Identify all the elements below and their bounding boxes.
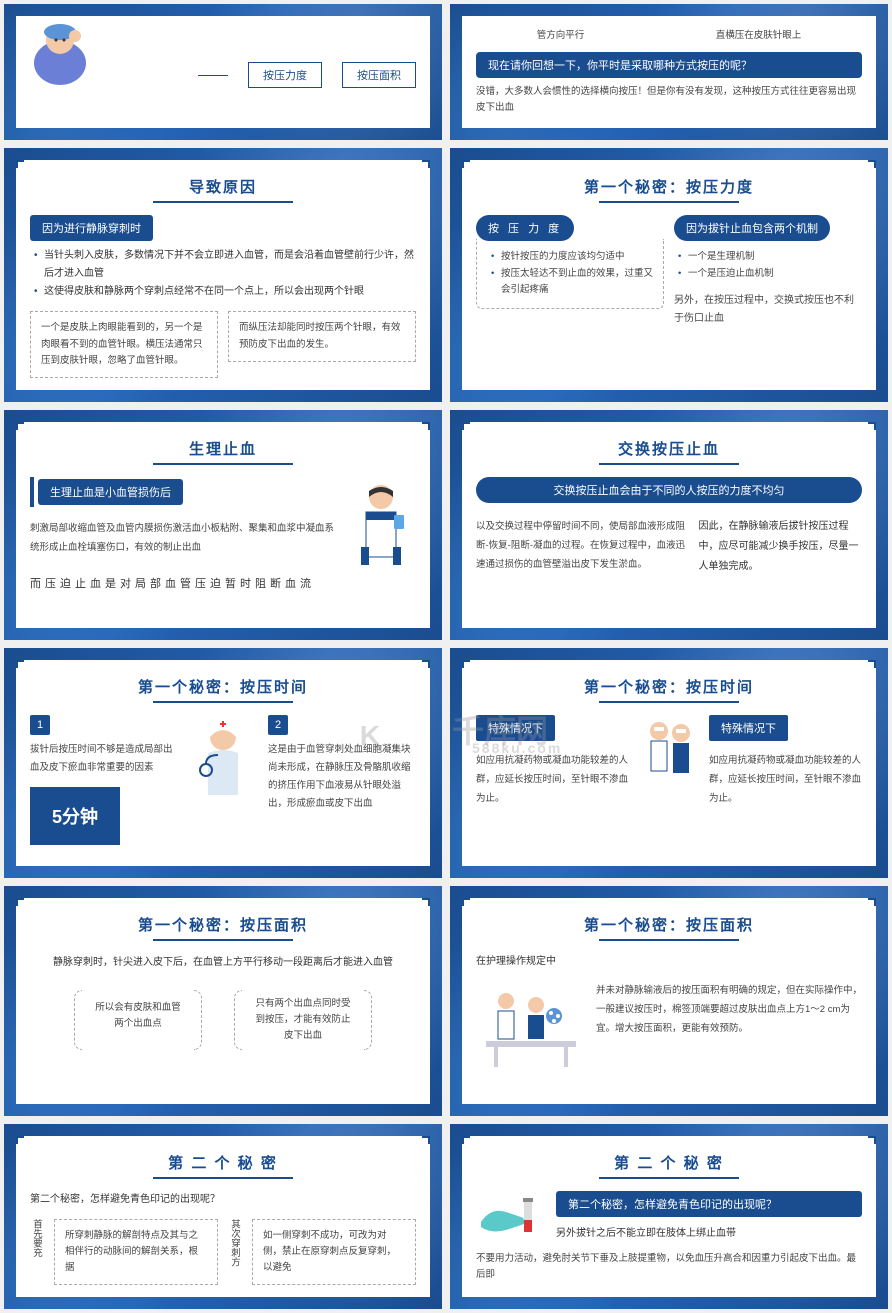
t1: 如应用抗凝药物或凝血功能较差的人群，应延长按压时间，至针眼不渗血为止。	[476, 751, 629, 808]
q: 第二个秘密，怎样避免青色印记的出现呢？	[30, 1191, 416, 1209]
btn-area: 按压面积	[342, 62, 416, 88]
box1: 一个是皮肤上肉眼能看到的，另一个是肉眼看不到的血管针眼。横压法通常只压到皮肤针眼…	[30, 311, 218, 377]
badge: 第二个秘密，怎样避免青色印记的出现呢？	[556, 1191, 862, 1217]
sub: 在护理操作规定中	[476, 953, 862, 971]
lab-icon	[476, 981, 586, 1071]
badge1: 按 压 力 度	[476, 215, 574, 241]
note: 因此，在静脉输液后拔针按压过程中，应尽可能减少换手按压，尽量一人单独完成。	[699, 517, 862, 577]
slide-physio: 生理止血 生理止血是小血管损伤后 刺激局部收缩血管及血管内膜损伤激活血小板粘附、…	[4, 410, 442, 640]
b2: 这使得皮肤和静脉两个穿刺点经常不在同一个点上，所以会出现两个针眼	[30, 283, 416, 301]
badge2: 特殊情况下	[709, 715, 788, 741]
text: 刺激局部收缩血管及血管内膜损伤激活血小板粘附、聚集和血浆中凝血系统形成止血栓填塞…	[30, 519, 336, 557]
b1: 当针头刺入皮肤，多数情况下并不会立即进入血管，而是会沿着血管壁前行少许，然后才进…	[30, 247, 416, 283]
p2: 一个是压迫止血机制	[674, 266, 862, 282]
l2: 其次穿刺方	[228, 1219, 242, 1285]
slide-time-1: 第一个秘密：按压时间 K 1 拔针后按压时间不够是造成局部出血及皮下瘀血非常重要…	[4, 648, 442, 878]
slide-exchange: 交换按压止血 交换按压止血会由于不同的人按压的力度不均匀 以及交换过程中停留时间…	[450, 410, 888, 640]
t2: 如一侧穿刺不成功，可改为对侧，禁止在原穿刺点反复穿刺，以避免	[252, 1219, 416, 1285]
l1: 首先要充	[30, 1219, 44, 1285]
slide-force: 第一个秘密：按压力度 按 压 力 度 按针按压的力度应该均匀适中 按压太轻达不到…	[450, 148, 888, 401]
bigbox: 5分钟	[30, 787, 120, 845]
t2: 如应用抗凝药物或凝血功能较差的人群，应延长按压时间，至针眼不渗血为止。	[709, 751, 862, 808]
slide-secret2-2: 第 二 个 秘 密 第二个秘密，怎样避免青色印记的出现呢？ 另外拔针之后不能立即…	[450, 1124, 888, 1309]
frag: 不要用力活动，避免肘关节下垂及上肢提重物，以免血压升高合和因重力引起皮下出血。最…	[476, 1251, 862, 1283]
badge1: 特殊情况下	[476, 715, 555, 741]
slide-time-2: 第一个秘密：按压时间 千库网 588ku.com 特殊情况下 如应用抗凝药物或凝…	[450, 648, 888, 878]
badge: 因为进行静脉穿刺时	[30, 215, 153, 241]
t1: 所穿刺静脉的解剖特点及其与之相伴行的动脉间的解剖关系，根据	[54, 1219, 218, 1285]
b1: 按针按压的力度应该均匀适中	[487, 249, 653, 265]
nurse-pair-icon	[639, 715, 699, 785]
frag1: 管方向平行	[537, 28, 585, 44]
t2: 这是由于血管穿刺处血细胞凝集块尚未形成，在静脉压及骨骼肌收缩的挤压作用下血液易从…	[268, 741, 416, 813]
p1: 一个是生理机制	[674, 249, 862, 265]
b2: 只有两个出血点同时受到按压，才能有效防止皮下出血	[248, 990, 358, 1050]
b2: 按压太轻达不到止血的效果，过重又会引起疼痛	[487, 266, 653, 298]
spread: 而压迫止血是对局部血管压迫暂时阻断血流	[30, 575, 416, 591]
badge2: 因为拔针止血包含两个机制	[674, 215, 830, 241]
patient-icon	[30, 18, 90, 88]
text: 以及交换过程中停留时间不同，使局部血液形成阻断-恢复-阻断-凝血的过程。在恢复过…	[476, 517, 689, 574]
text: 另外拔针之后不能立即在肢体上绑止血带	[556, 1225, 862, 1243]
btn-force: 按压力度	[248, 62, 322, 88]
slide-grid: 按压力度 按压面积 管方向平行 直横压在皮肤针眼上 现在请你回想一下，你平时是采…	[0, 0, 892, 1313]
slide-secret2-1: 第 二 个 秘 密 第二个秘密，怎样避免青色印记的出现呢？ 首先要充 所穿刺静脉…	[4, 1124, 442, 1309]
note: 另外，在按压过程中，交换式按压也不利于伤口止血	[674, 292, 862, 328]
question-badge: 现在请你回想一下，你平时是采取哪种方式按压的呢？	[476, 52, 862, 78]
sub: 静脉穿刺时，针尖进入皮下后，在血管上方平行移动一段距离后才能进入血管	[30, 953, 416, 972]
slide-1-right: 管方向平行 直横压在皮肤针眼上 现在请你回想一下，你平时是采取哪种方式按压的呢？…	[450, 4, 888, 140]
slide-area-1: 第一个秘密：按压面积 静脉穿刺时，针尖进入皮下后，在血管上方平行移动一段距离后才…	[4, 886, 442, 1116]
b1: 所以会有皮肤和血管两个出血点	[88, 990, 188, 1042]
slide-area-2: 第一个秘密：按压面积 在护理操作规定中 并未对静脉输液后的按压面积有明确的规定，…	[450, 886, 888, 1116]
text: 并未对静脉输液后的按压面积有明确的规定，但在实际操作中，一般建议按压时，棉签顶端…	[596, 981, 862, 1038]
t1: 拔针后按压时间不够是造成局部出血及皮下瘀血非常重要的因素	[30, 741, 178, 777]
doctor-icon	[346, 477, 416, 567]
slide-1-left: 按压力度 按压面积	[4, 4, 442, 140]
glove-tube-icon	[476, 1192, 546, 1242]
badge: 生理止血是小血管损伤后	[38, 479, 183, 505]
nurse-icon	[188, 715, 258, 805]
num2: 2	[268, 715, 288, 735]
slide-cause: 导致原因 因为进行静脉穿刺时 当针头刺入皮肤，多数情况下并不会立即进入血管，而是…	[4, 148, 442, 401]
num1: 1	[30, 715, 50, 735]
frag2: 直横压在皮肤针眼上	[716, 28, 802, 44]
box2: 而纵压法却能同时按压两个针眼，有效预防皮下出血的发生。	[228, 311, 416, 361]
badge: 交换按压止血会由于不同的人按压的力度不均匀	[476, 477, 862, 503]
answer-text: 没错，大多数人会惯性的选择横向按压！但是你有没有发现，这种按压方式往往更容易出现…	[476, 84, 862, 116]
